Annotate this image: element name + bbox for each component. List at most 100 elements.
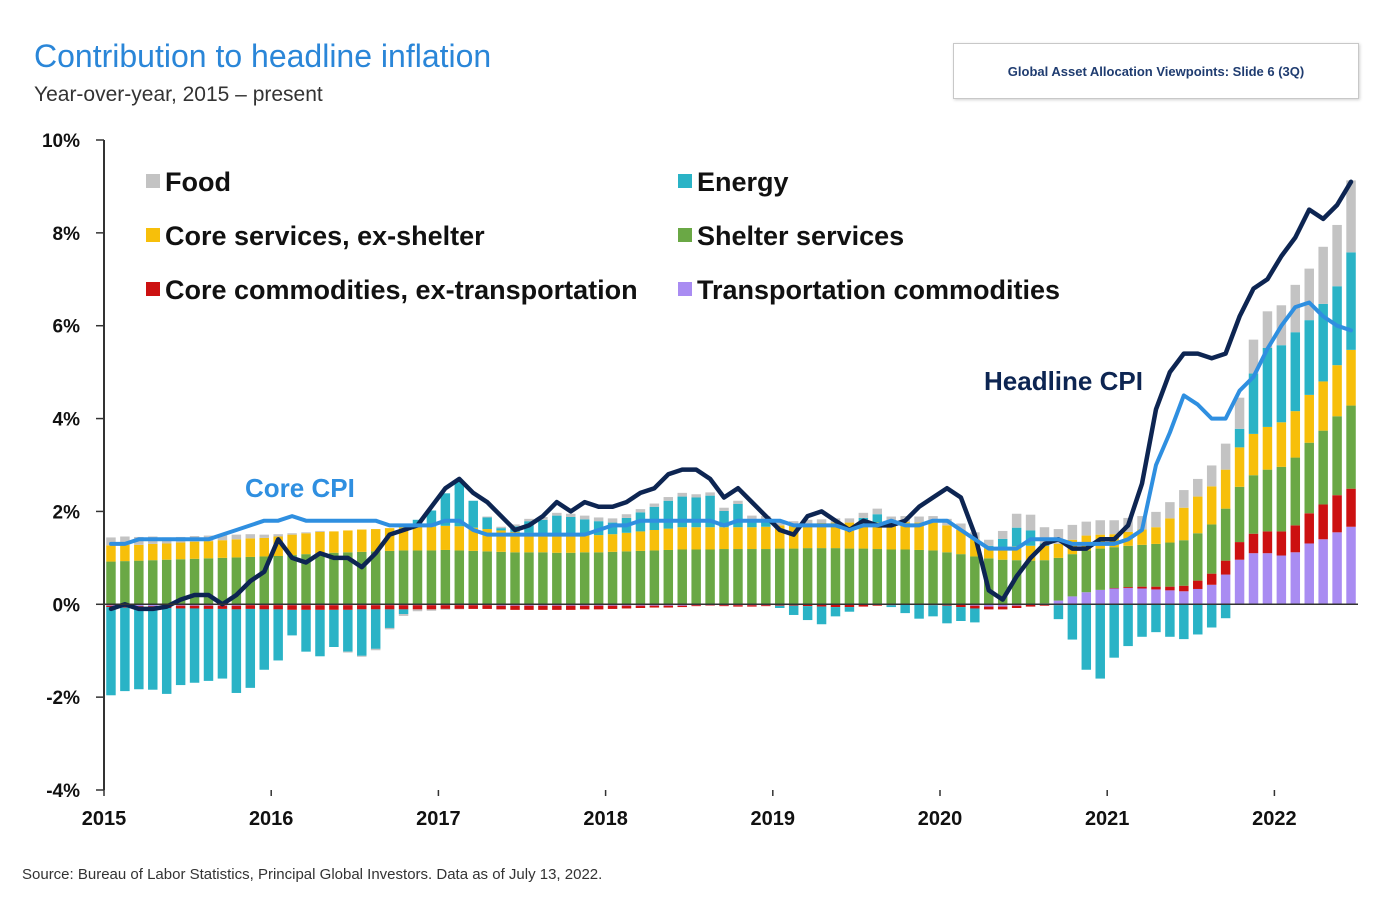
bar-energy [802,606,813,621]
bar-core-services-ex-shelter [1193,496,1203,534]
bar-core-commodities-ex-transportation [245,605,256,609]
bar-shelter-services [510,552,520,605]
bar-shelter-services [649,550,660,605]
bar-energy [1206,604,1217,628]
bar-core-services-ex-shelter [761,526,771,550]
bar-transportation-commodities [1220,574,1231,605]
inflation-chart: 10% 8% 6% 4% 2% 0% -2% -4%2015 2016 2017 2018 2019 2… [42,131,1358,830]
bar-shelter-services [566,552,576,605]
bar-shelter-services [1220,508,1231,561]
bar-core-services-ex-shelter [370,529,381,552]
bar-core-commodities-ex-transportation [524,605,534,610]
bar-transportation-commodities [134,604,144,607]
bar-energy [231,609,242,693]
bar-energy [719,510,729,528]
bar-energy [1318,303,1328,382]
bar-shelter-services [1304,442,1314,514]
y-tick-label: 6% [53,317,81,338]
bar-shelter-services [301,554,311,605]
bar-core-services-ex-shelter [649,530,660,551]
bar-energy [384,609,395,628]
bar-energy [357,609,367,656]
bar-shelter-services [816,548,827,605]
bar-core-commodities-ex-transportation [1151,586,1161,590]
bar-energy [649,506,660,530]
bar-core-services-ex-shelter [454,526,465,551]
bar-energy [1290,332,1301,412]
bar-food [872,508,883,515]
bar-core-services-ex-shelter [161,543,172,560]
bar-food [579,515,590,520]
bar-core-commodities-ex-transportation [844,604,855,608]
bar-core-services-ex-shelter [928,522,938,551]
bar-shelter-services [315,553,325,605]
bar-core-services-ex-shelter [231,539,242,558]
bar-core-services-ex-shelter [189,541,200,559]
bar-food [440,608,451,610]
bar-shelter-services [1248,475,1259,534]
bar-food [858,512,869,518]
bar-food [315,530,325,532]
bar-shelter-services [886,549,896,605]
bar-transportation-commodities [1262,553,1273,605]
bar-food [775,521,785,526]
bar-core-services-ex-shelter [301,533,311,555]
bar-core-commodities-ex-transportation [649,605,660,608]
bar-core-services-ex-shelter [858,522,869,549]
bar-core-services-ex-shelter [635,531,646,551]
annotation-headline-cpi: Headline CPI [984,366,1143,396]
bar-core-commodities-ex-transportation [203,605,214,609]
bar-energy [761,519,771,527]
bar-core-services-ex-shelter [579,535,590,553]
x-tick-label: 2017 [416,808,461,830]
bar-shelter-services [398,550,409,605]
bar-food [1248,339,1259,374]
bar-core-services-ex-shelter [440,525,451,550]
bar-shelter-services [761,549,771,605]
slide-tag: Global Asset Allocation Viewpoints: Slid… [953,43,1359,99]
bar-core-commodities-ex-transportation [510,605,520,610]
bar-core-commodities-ex-transportation [398,605,409,610]
bar-shelter-services [259,556,269,605]
bar-energy [956,607,966,621]
bar-shelter-services [1276,466,1287,532]
bar-shelter-services [1179,540,1189,586]
bar-transportation-commodities [1123,588,1133,605]
bar-energy [1109,604,1119,658]
bar-core-services-ex-shelter [468,527,478,551]
bar-core-commodities-ex-transportation [956,604,966,608]
bar-shelter-services [1095,548,1105,590]
bar-food [357,655,367,657]
bar-food [997,530,1008,539]
bar-shelter-services [956,554,966,605]
bar-shelter-services [552,552,562,605]
bar-shelter-services [161,559,172,605]
y-tick-label: 4% [53,410,81,431]
bar-energy [161,608,172,694]
bar-energy [816,606,827,625]
bar-transportation-commodities [1318,539,1328,605]
bar-shelter-services [593,552,604,605]
bar-energy [1276,345,1287,423]
chart-subtitle: Year-over-year, 2015 – present [34,83,323,106]
bar-transportation-commodities [1346,526,1356,605]
bar-core-services-ex-shelter [663,528,674,550]
bar-core-commodities-ex-transportation [593,605,604,610]
bar-core-commodities-ex-transportation [747,605,757,607]
stacked-bars [106,180,1356,696]
bar-shelter-services [719,549,729,605]
bar-shelter-services [148,560,158,605]
bar-shelter-services [175,559,186,605]
legend-swatch-transportation-commodities [678,282,692,296]
bar-shelter-services [231,557,242,605]
bar-shelter-services [1165,542,1175,587]
bar-energy [1248,373,1259,434]
bar-food [1179,490,1189,508]
bar-core-commodities-ex-transportation [287,605,297,610]
bar-core-services-ex-shelter [412,526,423,551]
bar-shelter-services [482,551,492,605]
bar-core-services-ex-shelter [287,534,297,556]
y-tick-label: 8% [53,224,81,245]
bar-energy [942,605,952,624]
bar-transportation-commodities [1081,592,1092,605]
